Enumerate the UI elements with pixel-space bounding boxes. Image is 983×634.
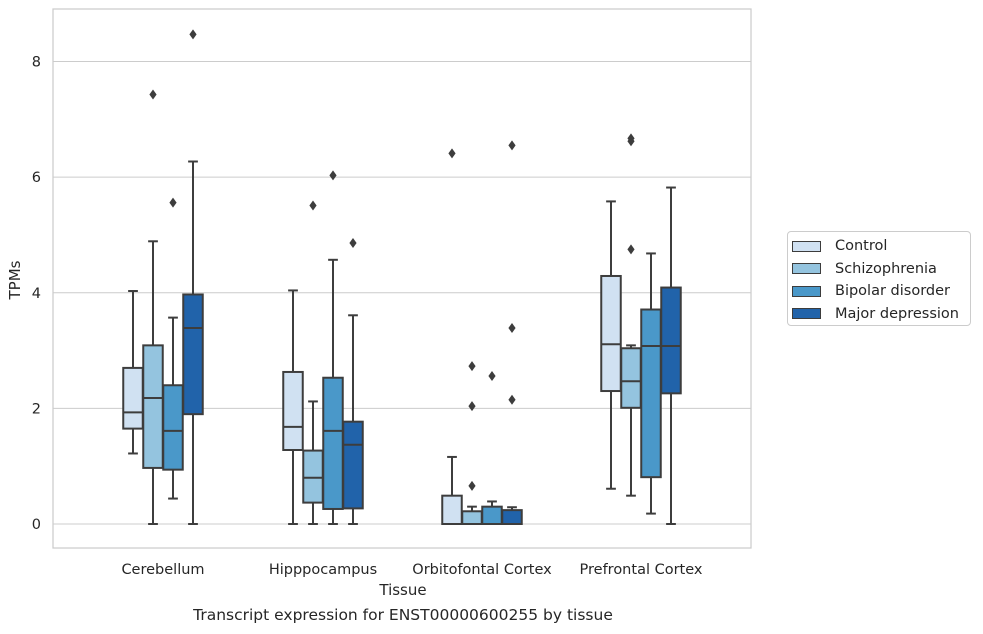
outlier-point	[309, 200, 317, 211]
box	[461, 510, 483, 525]
outlier-point	[508, 394, 516, 405]
box-2-1	[322, 170, 344, 525]
legend-item: Major depression	[792, 303, 970, 326]
legend-item: Schizophrenia	[792, 258, 970, 281]
box	[142, 344, 164, 469]
legend-swatch	[792, 285, 821, 297]
x-tick-label: Prefrontal Cortex	[580, 562, 703, 578]
y-tick-label: 6	[32, 170, 41, 186]
box	[282, 370, 304, 451]
box-3-3	[660, 186, 682, 525]
y-tick-label: 8	[32, 55, 41, 71]
box	[600, 274, 622, 393]
outlier-point	[349, 238, 357, 249]
box	[322, 376, 344, 510]
box-1-2	[461, 361, 483, 525]
box	[620, 347, 642, 409]
legend-item: Control	[792, 235, 970, 258]
outlier-point	[488, 371, 496, 381]
x-tick-label: Hipppocampus	[269, 562, 377, 578]
box-1-3	[620, 133, 642, 497]
box	[481, 505, 503, 525]
box-2-0	[162, 197, 184, 500]
legend-label: Bipolar disorder	[835, 283, 950, 300]
x-tick-labels: Cerebellum Hipppocampus Orbitofontal Corte…	[121, 562, 702, 578]
box	[182, 293, 204, 416]
outlier-point	[189, 29, 197, 40]
box	[660, 286, 682, 395]
outlier-point	[627, 133, 635, 144]
box-series	[122, 29, 682, 525]
legend-swatch	[792, 308, 821, 320]
legend-swatch	[792, 240, 821, 252]
box-2-2	[481, 371, 503, 525]
box-0-0	[122, 290, 144, 455]
box-0-2	[441, 148, 463, 525]
y-tick-label: 2	[32, 401, 41, 417]
outlier-point	[329, 170, 337, 181]
outlier-point	[468, 361, 476, 372]
outlier-point	[468, 480, 476, 491]
legend: Control Schizophrenia Bipolar disorder Majo…	[787, 231, 971, 326]
legend-swatch	[792, 263, 821, 275]
plot-frame	[52, 8, 752, 549]
legend-label: Control	[835, 238, 888, 255]
y-tick-label: 4	[32, 286, 41, 302]
box	[342, 420, 364, 510]
outlier-point	[448, 148, 456, 159]
chart-caption: Transcript expression for ENST0000060025…	[193, 606, 613, 624]
outlier-point	[149, 89, 157, 100]
box	[302, 449, 324, 504]
box-0-1	[282, 289, 304, 525]
box-1-1	[302, 200, 324, 525]
outlier-point	[627, 244, 635, 255]
outlier-point	[169, 197, 177, 208]
outlier-point	[508, 323, 516, 334]
x-tick-label: Cerebellum	[121, 562, 204, 578]
outlier-point	[508, 140, 516, 151]
box-0-3	[600, 200, 622, 490]
box	[640, 308, 662, 479]
box-3-0	[182, 29, 204, 525]
y-axis-label: TPMs	[6, 260, 24, 300]
box	[122, 366, 144, 430]
x-axis-label: Tissue	[378, 581, 426, 599]
box	[441, 494, 463, 525]
box-3-2	[501, 140, 523, 525]
box-1-0	[142, 89, 164, 525]
y-tick-labels: 0 2 4 6 8	[32, 55, 41, 534]
legend-label: Major depression	[835, 305, 959, 322]
outlier-point	[468, 401, 476, 412]
legend-item: Bipolar disorder	[792, 280, 970, 303]
box-3-1	[342, 238, 364, 525]
legend-label: Schizophrenia	[835, 260, 937, 277]
box	[162, 384, 184, 471]
x-tick-label: Orbitofontal Cortex	[412, 562, 552, 578]
box	[501, 509, 523, 525]
y-tick-label: 0	[32, 517, 41, 533]
